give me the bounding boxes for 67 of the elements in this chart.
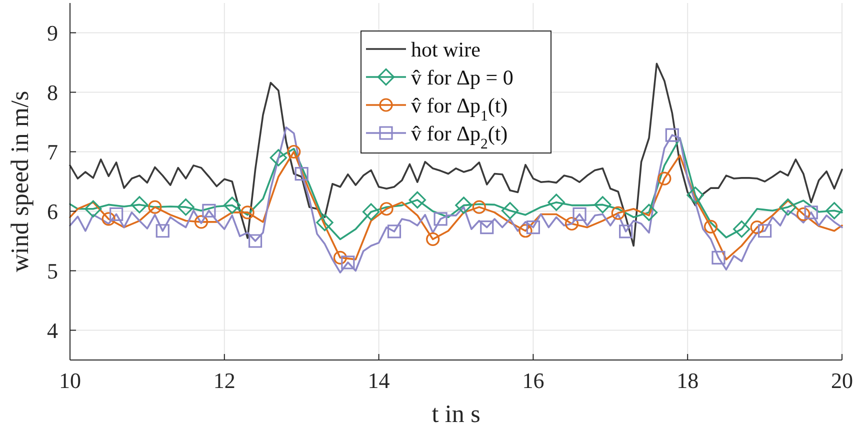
point <box>758 224 772 238</box>
point <box>341 256 355 270</box>
point <box>148 200 162 214</box>
point <box>665 128 679 142</box>
point <box>362 203 380 220</box>
point <box>316 214 334 232</box>
line-series <box>69 126 843 274</box>
x-tick-label: 10 <box>59 368 81 393</box>
point <box>796 207 810 222</box>
point <box>640 204 658 222</box>
point <box>240 206 254 220</box>
x-tick-label: 14 <box>368 368 390 393</box>
y-tick-label: 7 <box>47 139 58 164</box>
point <box>287 144 301 159</box>
point <box>472 200 486 214</box>
point <box>501 202 519 220</box>
point <box>518 224 532 238</box>
x-tick-label: 12 <box>213 368 236 393</box>
point <box>619 224 633 238</box>
y-tick-label: 9 <box>47 20 58 46</box>
point <box>750 220 764 234</box>
legend-label: hot wire <box>411 37 480 62</box>
point <box>686 186 704 204</box>
point <box>712 250 726 264</box>
point <box>565 216 579 231</box>
point <box>704 220 718 234</box>
y-tick-label: 4 <box>47 318 58 343</box>
x-tick-label: 16 <box>522 368 544 393</box>
point <box>84 200 102 218</box>
point <box>110 207 124 222</box>
point <box>387 224 402 238</box>
x-tick-label: 18 <box>676 368 699 393</box>
point <box>779 198 797 216</box>
point <box>594 196 612 214</box>
point <box>333 250 347 264</box>
point <box>408 191 426 209</box>
point <box>611 206 625 220</box>
line-series <box>69 62 843 247</box>
point <box>526 220 540 234</box>
point <box>380 202 394 216</box>
point <box>248 234 262 248</box>
point <box>733 220 750 238</box>
point <box>270 149 288 166</box>
point <box>455 196 472 214</box>
point <box>156 224 170 238</box>
point <box>177 198 194 216</box>
point <box>294 166 308 181</box>
x-axis-title: t in s <box>432 401 480 428</box>
point <box>826 202 843 220</box>
y-axis-title: wind speed in m/s <box>7 90 34 272</box>
point <box>434 212 448 226</box>
x-tick-label: 20 <box>831 368 853 393</box>
point <box>480 220 494 234</box>
point <box>804 206 818 220</box>
point <box>426 232 440 246</box>
y-tick-label: 8 <box>47 80 58 105</box>
point <box>224 196 241 214</box>
point <box>548 194 565 211</box>
point <box>202 204 216 218</box>
point <box>102 212 116 226</box>
point <box>658 172 672 186</box>
legend-label: v̂ for Δp = 0 <box>411 65 514 90</box>
point <box>194 215 208 229</box>
point <box>572 207 586 222</box>
point <box>130 196 148 214</box>
y-tick-label: 6 <box>47 198 58 224</box>
y-tick-label: 5 <box>47 258 58 284</box>
